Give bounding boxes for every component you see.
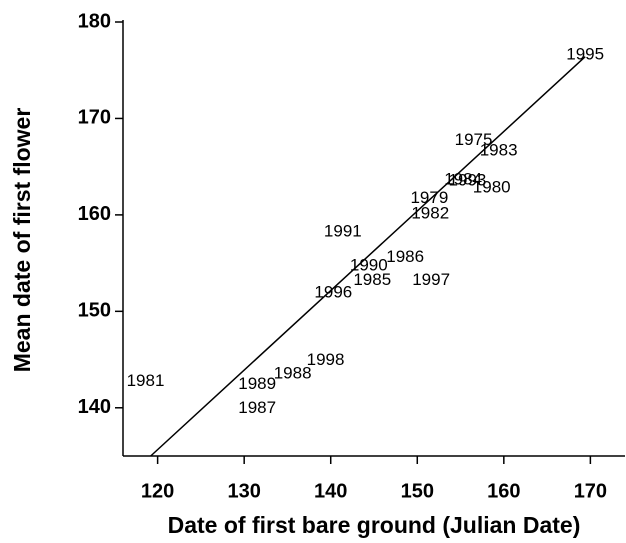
x-tick-label: 140	[314, 480, 347, 502]
point-label: 1998	[307, 350, 345, 369]
point-label: 1997	[412, 270, 450, 289]
fit-line	[150, 56, 586, 457]
x-tick-label: 160	[487, 480, 520, 502]
y-tick-label: 160	[78, 203, 111, 225]
x-tick-label: 120	[141, 480, 174, 502]
point-label: 1979	[410, 188, 448, 207]
x-tick-label: 150	[401, 480, 434, 502]
point-label: 1984	[444, 170, 482, 189]
point-label: 1985	[353, 270, 391, 289]
y-tick-label: 180	[78, 10, 111, 32]
y-axis-label: Mean date of first flower	[9, 108, 35, 373]
x-tick-label: 130	[227, 480, 260, 502]
x-axis-label: Date of first bare ground (Julian Date)	[168, 512, 581, 538]
point-label: 1989	[238, 374, 276, 393]
point-label: 1975	[455, 130, 493, 149]
point-label: 1987	[238, 398, 276, 417]
point-label: 1982	[411, 203, 449, 222]
y-tick-label: 170	[78, 107, 111, 129]
y-tick-label: 140	[78, 396, 111, 418]
point-label: 1990	[350, 255, 388, 274]
point-label: 1995	[566, 44, 604, 63]
point-label: 1988	[274, 364, 312, 383]
y-tick-label: 150	[78, 300, 111, 322]
point-label: 1996	[314, 282, 352, 301]
point-label: 1981	[127, 371, 165, 390]
point-label: 1993	[449, 171, 487, 190]
point-label: 1980	[473, 177, 511, 196]
x-tick-label: 170	[574, 480, 607, 502]
point-label: 1991	[324, 222, 362, 241]
point-label: 1983	[480, 141, 518, 160]
point-label: 1986	[386, 247, 424, 266]
